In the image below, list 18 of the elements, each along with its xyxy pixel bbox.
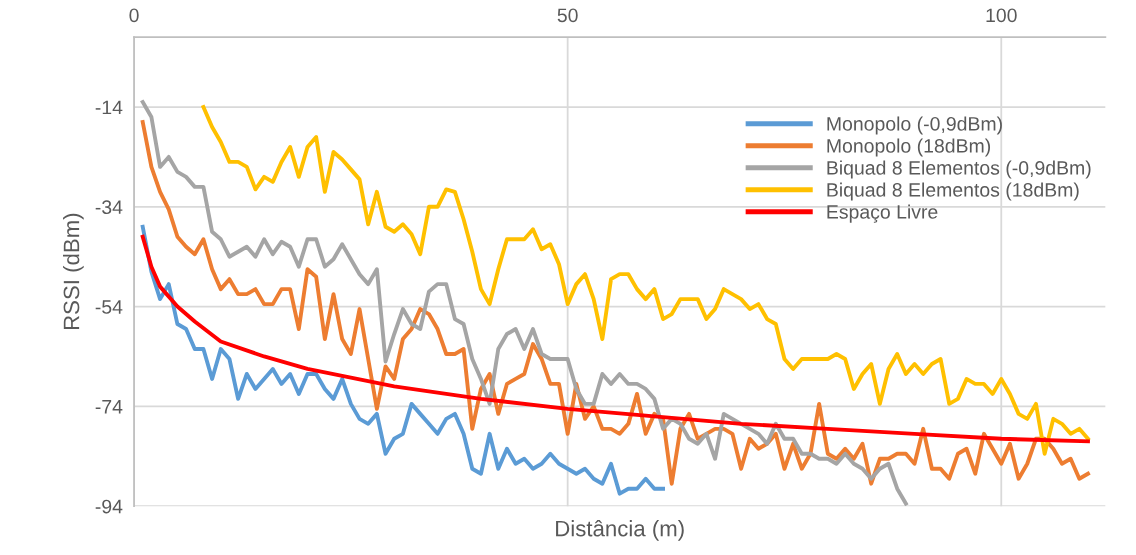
legend-label: Biquad 8 Elementos (18dBm) bbox=[827, 182, 1079, 201]
x-tick-label: 100 bbox=[986, 8, 1017, 23]
legend-label: Espaço Livre bbox=[827, 204, 938, 223]
x-tick-label: 50 bbox=[557, 8, 578, 23]
x-axis-title: Distância (m) bbox=[556, 520, 684, 541]
line-series bbox=[201, 105, 1090, 456]
legend-label: Monopolo (-0,9dBm) bbox=[827, 116, 1002, 135]
y-tick-label: -14 bbox=[95, 100, 123, 115]
y-axis-title: RSSI (dBm) bbox=[63, 213, 84, 330]
y-tick-label: -34 bbox=[95, 200, 123, 215]
y-tick-label: -94 bbox=[95, 499, 123, 514]
y-tick-label: -74 bbox=[95, 400, 123, 414]
legend-label: Monopolo (18dBm) bbox=[827, 138, 991, 157]
line-series bbox=[140, 224, 665, 496]
legend-label: Biquad 8 Elementos (-0,9dBm) bbox=[827, 160, 1091, 179]
y-tick-label: -54 bbox=[95, 300, 123, 314]
line-series bbox=[140, 234, 1090, 444]
x-tick-label: 0 bbox=[129, 8, 139, 23]
